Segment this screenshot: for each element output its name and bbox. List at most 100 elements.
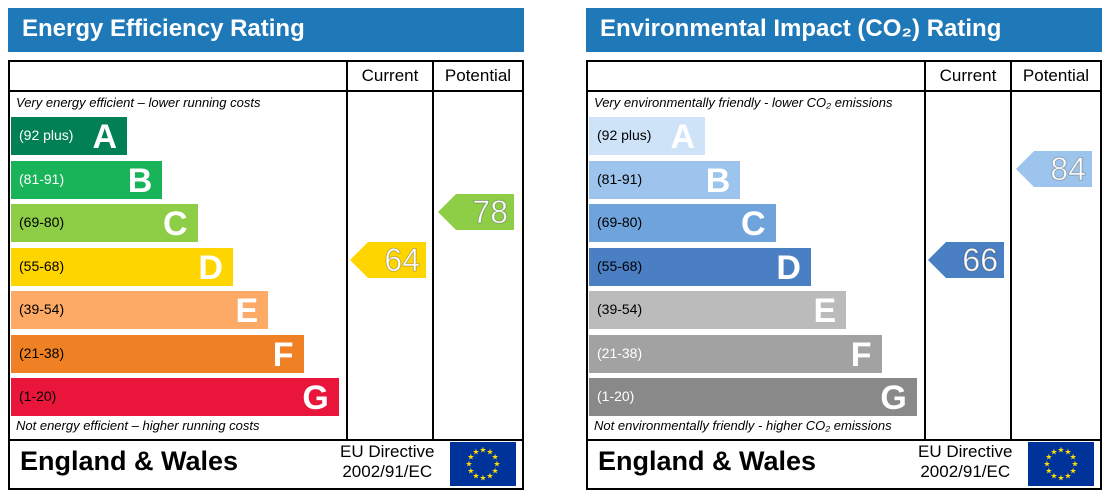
column-header-current: Current: [939, 66, 997, 85]
svg-text:★: ★: [472, 472, 479, 481]
rating-band-e: (39-54) E: [11, 291, 269, 330]
eu-flag-icon: ★ ★ ★ ★ ★ ★ ★ ★ ★ ★ ★ ★: [1028, 442, 1094, 486]
svg-text:★: ★: [1043, 460, 1050, 469]
directive-line2: 2002/91/EC: [920, 462, 1011, 481]
svg-text:★: ★: [1045, 453, 1052, 462]
title-bar: Environmental Impact (CO₂) Rating: [586, 8, 1102, 52]
footer-divider: [10, 439, 522, 441]
column-header-potential: Potential: [1022, 66, 1090, 85]
band-range-label: (21-38): [597, 344, 643, 361]
svg-text:★: ★: [1070, 453, 1077, 462]
svg-text:★: ★: [1057, 446, 1064, 455]
column-divider: [924, 62, 926, 441]
header-divider: [10, 90, 346, 92]
directive-line1: EU Directive: [340, 442, 435, 461]
svg-text:★: ★: [479, 474, 486, 483]
directive-line2: 2002/91/EC: [342, 462, 433, 481]
svg-text:★: ★: [467, 453, 474, 462]
band-letter: F: [850, 335, 872, 374]
svg-text:★: ★: [467, 467, 474, 476]
svg-text:★: ★: [1050, 447, 1057, 456]
band-letter: E: [235, 292, 259, 330]
title-bar: Energy Efficiency Rating: [8, 8, 524, 52]
top-note: Very environmentally friendly - lower CO…: [594, 95, 893, 110]
rating-band-d: (55-68) D: [11, 247, 233, 287]
svg-text:★: ★: [1071, 460, 1078, 469]
svg-text:★: ★: [472, 447, 479, 456]
potential-rating-arrow: 78: [438, 194, 514, 231]
band-range-label: (21-38): [19, 344, 65, 361]
band-letter: A: [92, 118, 117, 156]
svg-text:★: ★: [1057, 474, 1064, 483]
rating-band-e: (39-54) E: [589, 291, 847, 330]
footer-divider: [588, 439, 1100, 441]
band-letter: A: [670, 118, 695, 156]
band-range-label: (69-80): [597, 214, 643, 230]
header-divider: [588, 90, 924, 92]
potential-rating-arrow: 84: [1016, 150, 1092, 187]
svg-text:★: ★: [1070, 467, 1077, 476]
band-range-label: (55-68): [597, 257, 643, 274]
eu-directive: EU Directive 2002/91/EC: [918, 442, 1012, 482]
band-letter: G: [880, 379, 907, 417]
band-letter: D: [198, 248, 223, 287]
band-range-label: (92 plus): [19, 127, 74, 143]
svg-text:★: ★: [479, 446, 486, 455]
rating-band-f: (21-38) F: [589, 334, 882, 374]
band-range-label: (1-20): [19, 388, 57, 404]
column-divider: [1010, 62, 1012, 441]
band-letter: E: [813, 292, 837, 330]
svg-text:★: ★: [1064, 447, 1071, 456]
column-divider: [346, 62, 348, 441]
bottom-note: Not environmentally friendly - higher CO…: [594, 418, 892, 433]
current-rating-arrow: 64: [350, 241, 426, 278]
svg-text:★: ★: [486, 447, 493, 456]
band-letter: G: [302, 379, 329, 417]
svg-text:★: ★: [1045, 467, 1052, 476]
bottom-note: Not energy efficient – higher running co…: [16, 418, 260, 433]
band-letter: B: [705, 161, 731, 200]
potential-rating-value: 78: [472, 194, 509, 231]
svg-text:★: ★: [492, 453, 499, 462]
band-letter: B: [127, 161, 153, 200]
band-range-label: (55-68): [19, 257, 65, 274]
band-range-label: (92 plus): [597, 127, 652, 143]
eu-flag-icon: ★ ★ ★ ★ ★ ★ ★ ★ ★ ★ ★ ★: [450, 442, 516, 486]
rating-band-g: (1-20) G: [11, 378, 339, 417]
svg-text:★: ★: [493, 460, 500, 469]
rating-band-b: (81-91) B: [11, 160, 163, 200]
rating-band-d: (55-68) D: [589, 247, 811, 287]
rating-frame: Current Potential Very environmentally f…: [586, 60, 1102, 490]
top-note: Very energy efficient – lower running co…: [16, 95, 261, 110]
environmental-impact-panel: Environmental Impact (CO₂) Rating Curren…: [586, 8, 1102, 490]
band-range-label: (39-54): [597, 301, 643, 317]
band-range-label: (81-91): [597, 170, 643, 187]
header-divider: [346, 90, 522, 92]
rating-band-g: (1-20) G: [589, 378, 917, 417]
band-letter: F: [272, 335, 294, 374]
eu-directive: EU Directive 2002/91/EC: [340, 442, 434, 482]
country-label: England & Wales: [598, 446, 817, 476]
chart-title: Energy Efficiency Rating: [22, 15, 305, 42]
rating-band-f: (21-38) F: [11, 334, 304, 374]
svg-text:★: ★: [1064, 472, 1071, 481]
potential-rating-value: 84: [1050, 150, 1087, 187]
band-range-label: (39-54): [19, 301, 65, 317]
band-letter: C: [741, 205, 766, 243]
svg-text:★: ★: [492, 467, 499, 476]
energy-efficiency-panel: Energy Efficiency Rating Current Potenti…: [8, 8, 524, 490]
rating-band-b: (81-91) B: [589, 160, 741, 200]
rating-frame: Current Potential Very energy efficient …: [8, 60, 524, 490]
current-rating-arrow: 66: [928, 241, 1004, 278]
header-divider: [924, 90, 1100, 92]
rating-band-c: (69-80) C: [11, 204, 198, 243]
band-range-label: (1-20): [597, 388, 635, 404]
chart-title: Environmental Impact (CO₂) Rating: [600, 15, 1002, 42]
rating-band-a: (92 plus) A: [11, 117, 127, 156]
svg-text:★: ★: [486, 472, 493, 481]
rating-band-c: (69-80) C: [589, 204, 776, 243]
svg-text:★: ★: [465, 460, 472, 469]
directive-line1: EU Directive: [918, 442, 1013, 461]
band-range-label: (81-91): [19, 170, 65, 187]
svg-text:★: ★: [1050, 472, 1057, 481]
